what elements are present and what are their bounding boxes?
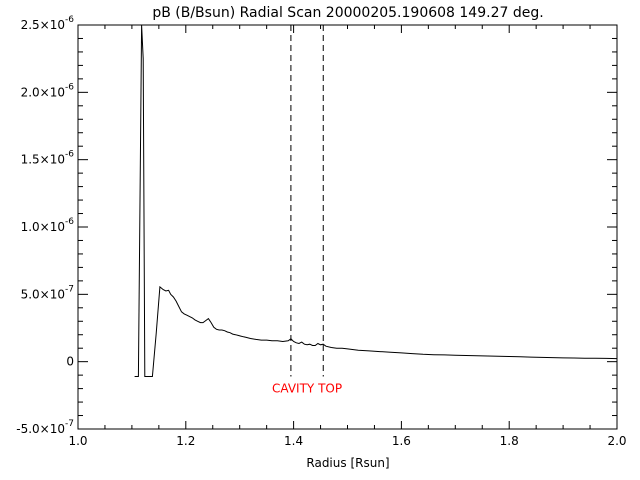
x-tick-label: 1.4 bbox=[284, 434, 303, 448]
x-tick-label: 1.6 bbox=[392, 434, 411, 448]
y-tick-label: 2.0×10-6 bbox=[21, 82, 75, 99]
axes bbox=[77, 24, 618, 430]
x-tick-label: 1.8 bbox=[500, 434, 519, 448]
ticks: 1.0 1.2 1.4 1.6 1.8 2.0 -5.0×10-7 0 5.0×10-7 1.0×… bbox=[16, 15, 626, 448]
x-tick-label: 1.2 bbox=[176, 434, 195, 448]
y-tick-label: 2.5×10-6 bbox=[21, 15, 75, 32]
annotations: CAVITY TOP bbox=[272, 381, 342, 395]
y-tick-label: 5.0×10-7 bbox=[21, 284, 74, 301]
y-tick-label: 1.5×10-6 bbox=[21, 150, 75, 167]
x-axis-label: Radius [Rsun] bbox=[306, 456, 389, 470]
x-tick-label: 1.0 bbox=[68, 434, 87, 448]
annotation-cavity-top: CAVITY TOP bbox=[272, 381, 342, 395]
series-line bbox=[134, 24, 618, 377]
x-tick-label: 2.0 bbox=[607, 434, 626, 448]
cavity-markers bbox=[290, 25, 324, 377]
series-group bbox=[134, 24, 618, 377]
y-tick-label: -5.0×10-7 bbox=[16, 419, 74, 436]
y-tick-label: 0 bbox=[66, 355, 74, 369]
y-tick-label: 1.0×10-6 bbox=[21, 217, 75, 234]
plot-frame bbox=[77, 24, 618, 430]
chart-title: pB (B/Bsun) Radial Scan 20000205.190608 … bbox=[152, 5, 543, 21]
